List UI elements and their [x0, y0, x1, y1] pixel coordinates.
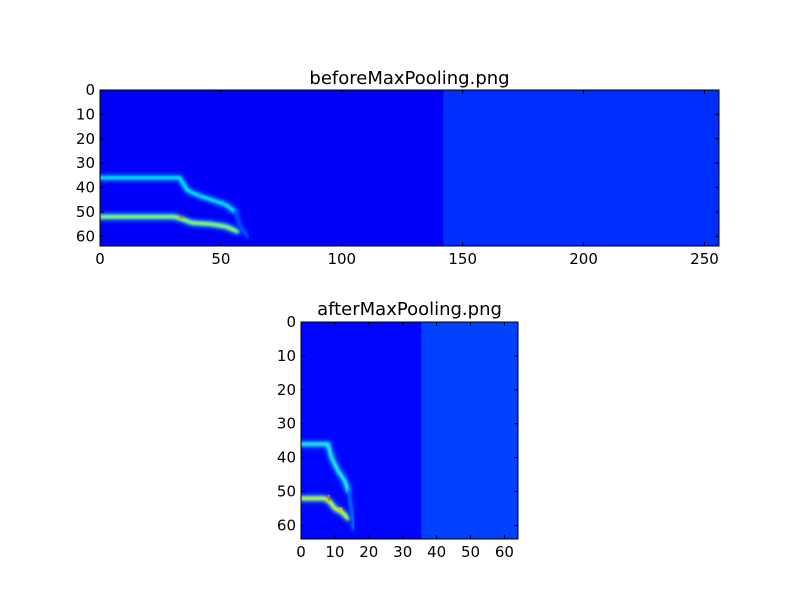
chart-title: afterMaxPooling.png	[317, 299, 502, 320]
x-tick-label: 50	[211, 250, 230, 268]
after-max-pooling-axes: afterMaxPooling.png 0 10 20 30 40 50 600102030…	[277, 299, 519, 561]
heatmap-trace	[178, 215, 184, 220]
y-tick-label: 40	[277, 449, 296, 467]
heatmap-trace	[301, 497, 350, 520]
x-tick-label: 0	[296, 543, 306, 561]
heatmap-trace	[234, 210, 249, 238]
y-tick-label: 30	[277, 415, 296, 433]
y-tick-label: 10	[76, 105, 95, 123]
heatmap-region	[421, 322, 518, 539]
x-tick-label: 0	[95, 250, 105, 268]
heatmap-trace	[326, 495, 332, 502]
y-tick-label: 60	[277, 516, 296, 534]
x-tick-label: 100	[327, 250, 356, 268]
y-tick-label: 60	[76, 227, 95, 245]
y-tick-label: 10	[277, 347, 296, 365]
heatmap-region	[443, 90, 719, 246]
x-tick-label: 250	[690, 250, 719, 268]
y-tick-label: 20	[76, 130, 95, 148]
y-tick-label: 20	[277, 381, 296, 399]
x-tick-label: 200	[569, 250, 598, 268]
axes-frame	[99, 89, 720, 247]
y-tick-label: 50	[76, 203, 95, 221]
x-tick-label: 150	[448, 250, 477, 268]
x-tick-label: 50	[461, 543, 480, 561]
heatmap-trace	[100, 176, 237, 214]
x-tick-label: 10	[325, 543, 344, 561]
y-tick-label: 0	[286, 313, 296, 331]
before-max-pooling-axes: beforeMaxPooling.png 0 50 100 150 200 250 0 10 2…	[76, 68, 720, 268]
heatmap-trace	[336, 507, 343, 512]
heatmap-trace	[301, 442, 350, 493]
x-tick-label: 40	[427, 543, 446, 561]
x-tick-label: 20	[359, 543, 378, 561]
y-tick-label: 0	[85, 81, 95, 99]
heatmap-image	[301, 322, 518, 539]
chart-title: beforeMaxPooling.png	[309, 68, 509, 89]
heatmap-image	[100, 90, 719, 246]
y-tick-label: 50	[277, 483, 296, 501]
y-tick-label: 40	[76, 179, 95, 197]
x-tick-label: 30	[393, 543, 412, 561]
axes-frame	[300, 321, 519, 540]
y-tick-label: 30	[76, 154, 95, 172]
heatmap-trace	[100, 215, 240, 233]
x-tick-label: 60	[495, 543, 514, 561]
